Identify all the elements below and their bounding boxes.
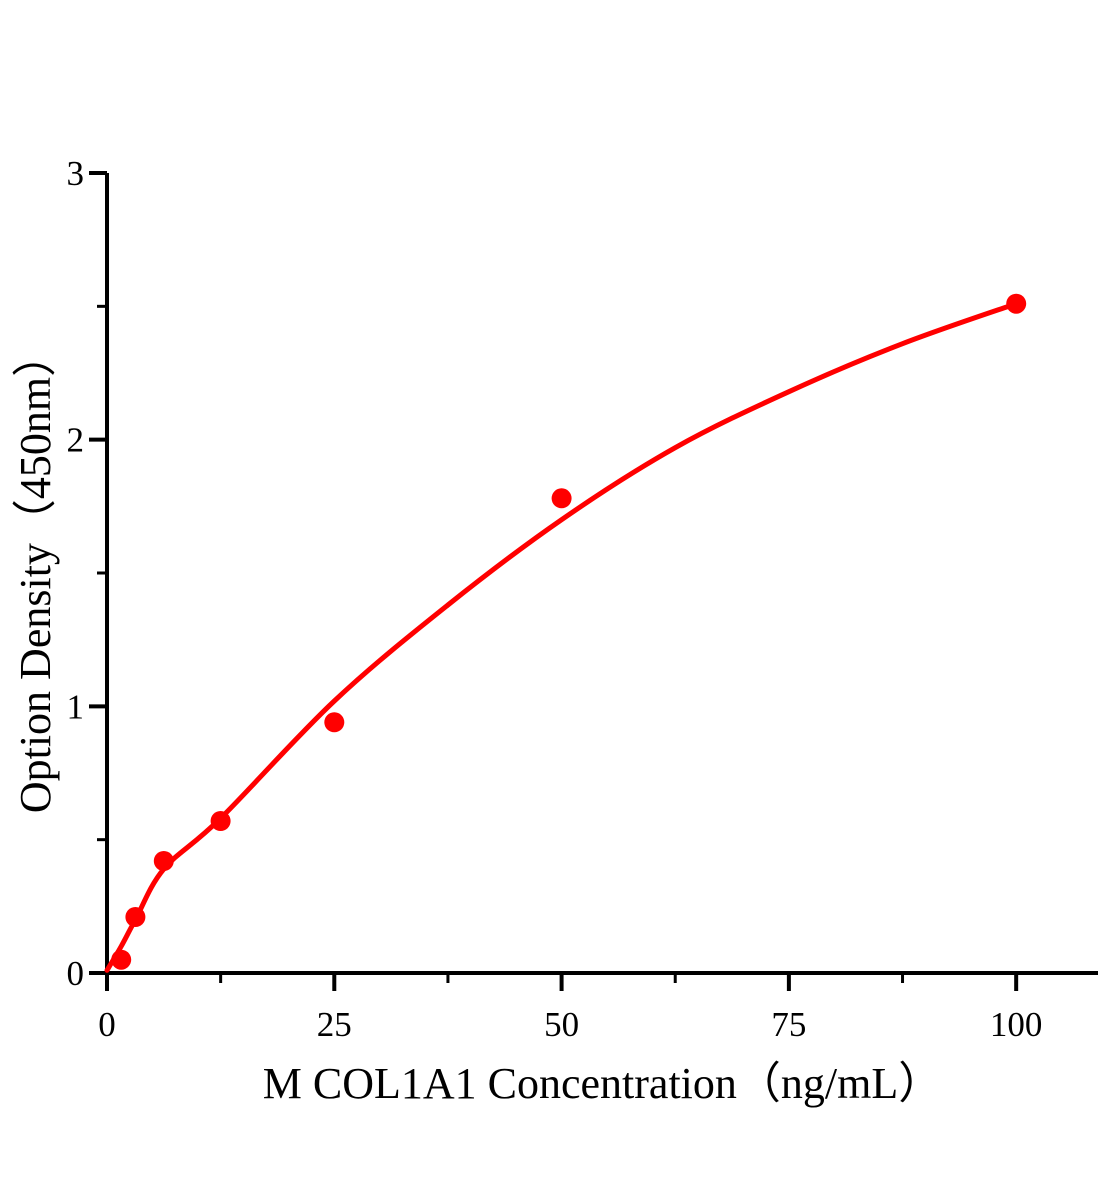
y-tick-label: 2 (67, 421, 85, 460)
y-tick-label: 0 (67, 954, 85, 993)
data-point (210, 811, 231, 831)
data-point (111, 949, 132, 970)
x-tick-label: 75 (771, 1005, 806, 1044)
data-points (111, 293, 1027, 970)
y-axis-title: Option Density（450nm） (10, 332, 60, 814)
y-tick-label: 3 (67, 154, 85, 193)
y-tick-label: 1 (67, 687, 85, 726)
x-tick-label: 25 (317, 1005, 352, 1044)
data-point (125, 907, 146, 927)
data-point (1006, 293, 1027, 314)
data-point (324, 712, 345, 733)
x-tick-label: 50 (544, 1005, 579, 1044)
x-axis-title: M COL1A1 Concentration（ng/mL） (262, 1059, 943, 1108)
fit-curve-line (104, 301, 1019, 973)
x-tick-label: 100 (990, 1005, 1043, 1044)
x-tick-label: 0 (98, 1005, 116, 1044)
axes (89, 171, 1098, 991)
data-point (551, 488, 572, 509)
data-point (153, 851, 174, 871)
tick-labels: 0 25 50 75 100 0 1 2 3 (67, 154, 1043, 1044)
